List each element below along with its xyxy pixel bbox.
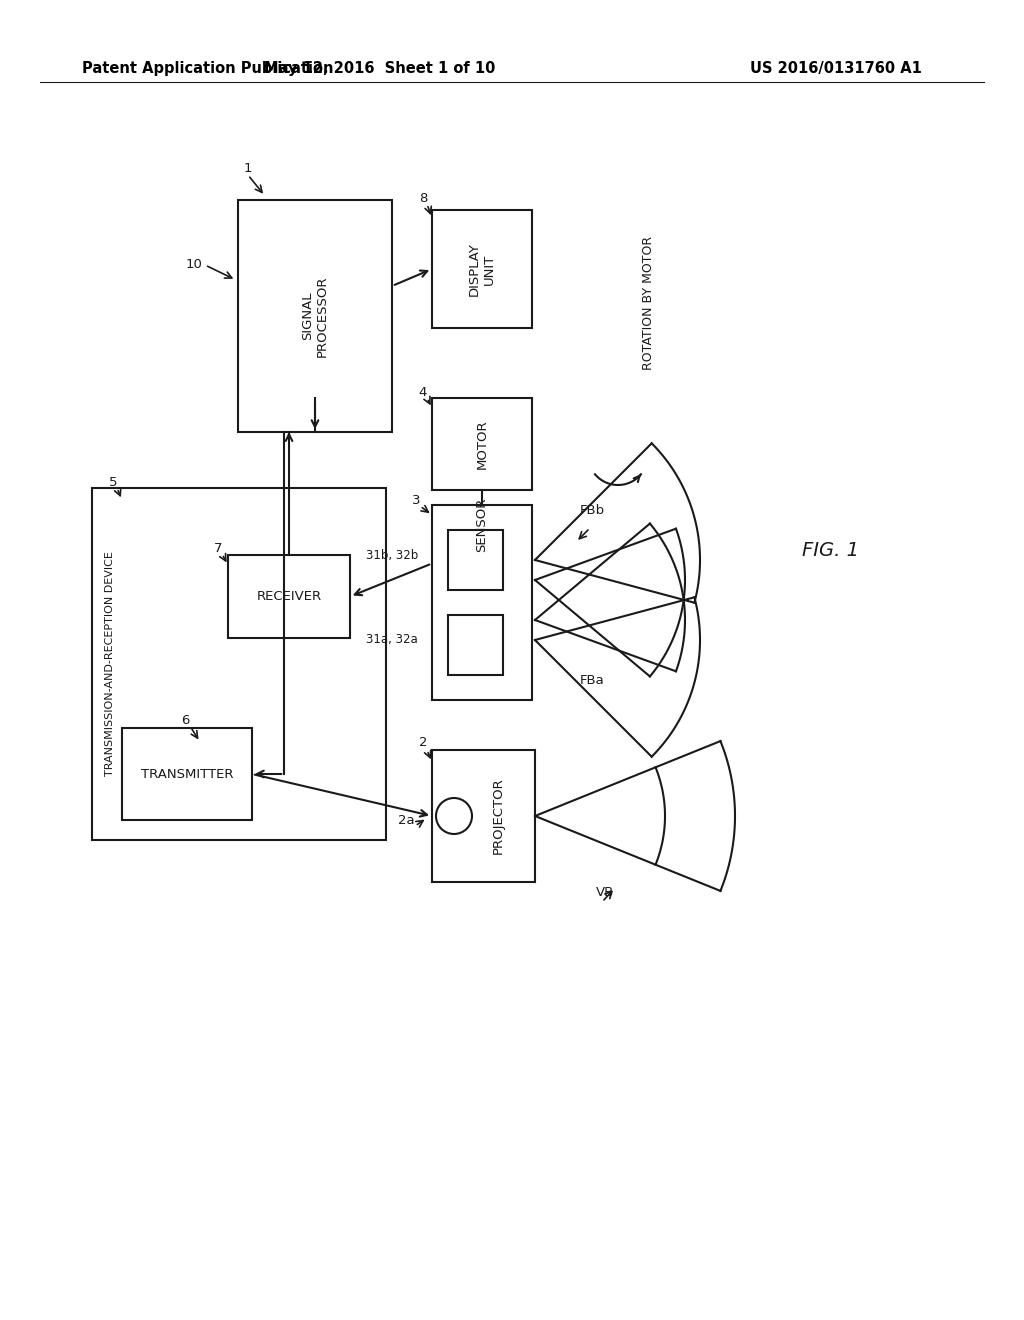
Bar [238,201,392,432]
Text: 4: 4 [419,385,427,399]
Text: 1: 1 [244,161,252,174]
Bar [432,750,535,882]
Bar [432,506,532,700]
Text: May 12, 2016  Sheet 1 of 10: May 12, 2016 Sheet 1 of 10 [264,61,496,75]
Text: TRANSMISSION-AND-RECEPTION DEVICE: TRANSMISSION-AND-RECEPTION DEVICE [105,552,115,776]
Text: SENSOR: SENSOR [475,498,488,552]
Text: 5: 5 [109,475,117,488]
Text: 7: 7 [213,541,222,554]
Text: SIGNAL
PROCESSOR: SIGNAL PROCESSOR [301,276,329,356]
Bar [432,399,532,490]
Text: ROTATION BY MOTOR: ROTATION BY MOTOR [641,236,654,370]
Text: 3: 3 [412,494,420,507]
Text: FBa: FBa [580,673,605,686]
Text: DISPLAY
UNIT: DISPLAY UNIT [468,242,496,296]
Text: 31b, 32b: 31b, 32b [366,549,418,561]
Text: PROJECTOR: PROJECTOR [492,777,505,854]
Bar [449,615,503,675]
Text: MOTOR: MOTOR [475,420,488,469]
Text: FIG. 1: FIG. 1 [802,540,858,560]
Text: RECEIVER: RECEIVER [256,590,322,603]
Text: TRANSMITTER: TRANSMITTER [140,767,233,780]
Text: US 2016/0131760 A1: US 2016/0131760 A1 [750,61,922,75]
Text: FBb: FBb [580,503,605,516]
Text: 31a, 32a: 31a, 32a [367,634,418,647]
Text: VB: VB [596,886,614,899]
Text: 2a: 2a [398,813,415,826]
Bar [449,531,503,590]
Text: Patent Application Publication: Patent Application Publication [82,61,334,75]
Bar [122,729,252,820]
Text: 8: 8 [419,191,427,205]
Text: 10: 10 [185,259,202,272]
Text: 2: 2 [419,737,427,750]
Circle shape [436,799,472,834]
Bar [228,554,350,638]
Bar [432,210,532,327]
Bar [92,488,386,840]
Text: 6: 6 [181,714,190,726]
